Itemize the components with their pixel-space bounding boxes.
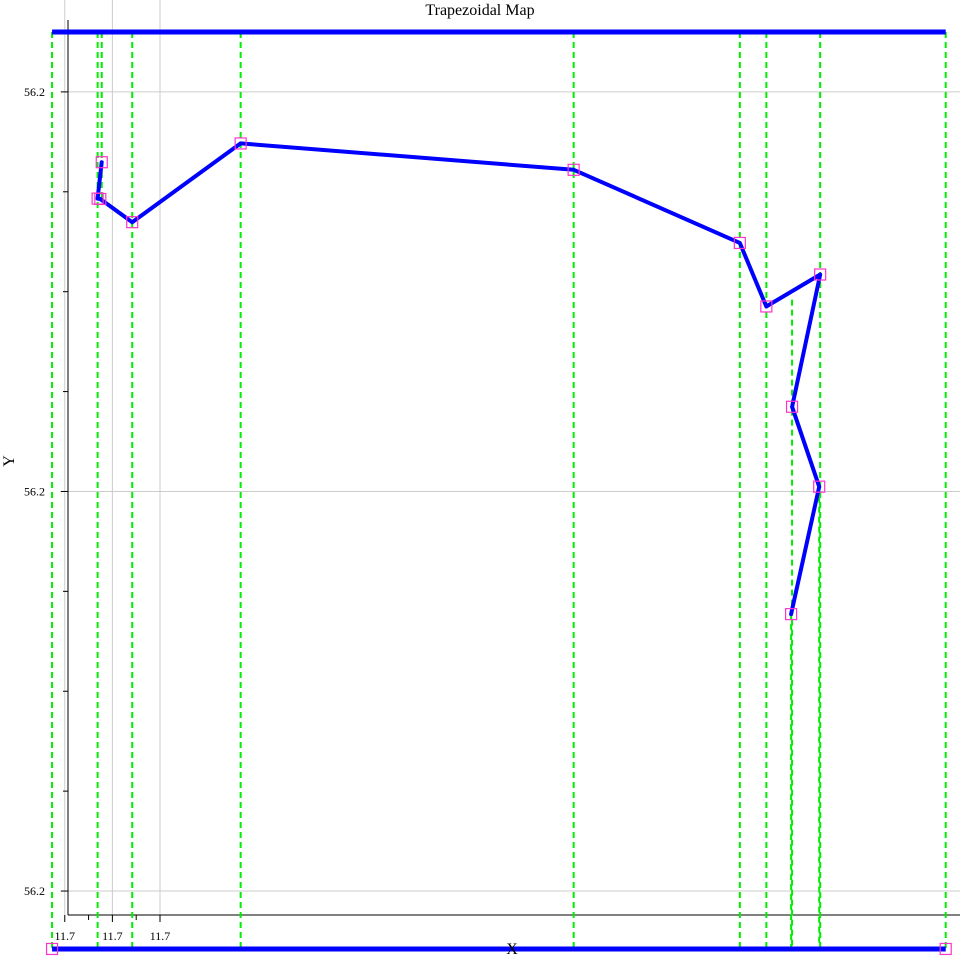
x-tick-label-2: 11.7	[150, 929, 171, 943]
vertex-marker-11	[785, 608, 798, 621]
x-tick-label-1: 11.7	[102, 929, 123, 943]
chart-title: Trapezoidal Map	[425, 2, 534, 19]
vertex-marker-7	[760, 300, 773, 313]
y-tick-label-0: 56.2	[24, 85, 45, 99]
polygon-edges	[95, 141, 823, 617]
vertex-marker-4	[234, 137, 247, 150]
polygon-vertices	[45, 137, 952, 956]
y-tick-label-1: 56.2	[24, 484, 45, 498]
boundary-vertex-marker-0	[45, 942, 59, 956]
y-axis-title: Y	[1, 455, 18, 467]
bounding-box-edges	[52, 29, 946, 952]
y-tick-label-2: 56.2	[24, 884, 45, 898]
polygon-line	[95, 141, 823, 617]
tick-labels: 11.7 11.7 11.7 56.2 56.2 56.2	[24, 85, 170, 943]
vertex-marker-5	[567, 163, 580, 176]
vertex-marker-0	[95, 156, 108, 169]
vertex-marker-2	[94, 192, 107, 206]
vertex-marker-3	[126, 216, 139, 229]
trapezoid-vertical-segments	[51, 31, 947, 949]
vertex-marker-10	[813, 480, 826, 493]
vertex-marker-6	[733, 236, 746, 250]
vertex-marker-8	[814, 268, 827, 281]
boundary-vertex-marker-1	[939, 942, 952, 956]
axes	[61, 20, 960, 922]
x-tick-label-0: 11.7	[54, 929, 75, 943]
grid-lines	[60, 0, 960, 915]
vertex-marker-9	[785, 400, 799, 413]
x-axis-title: X	[506, 941, 518, 958]
